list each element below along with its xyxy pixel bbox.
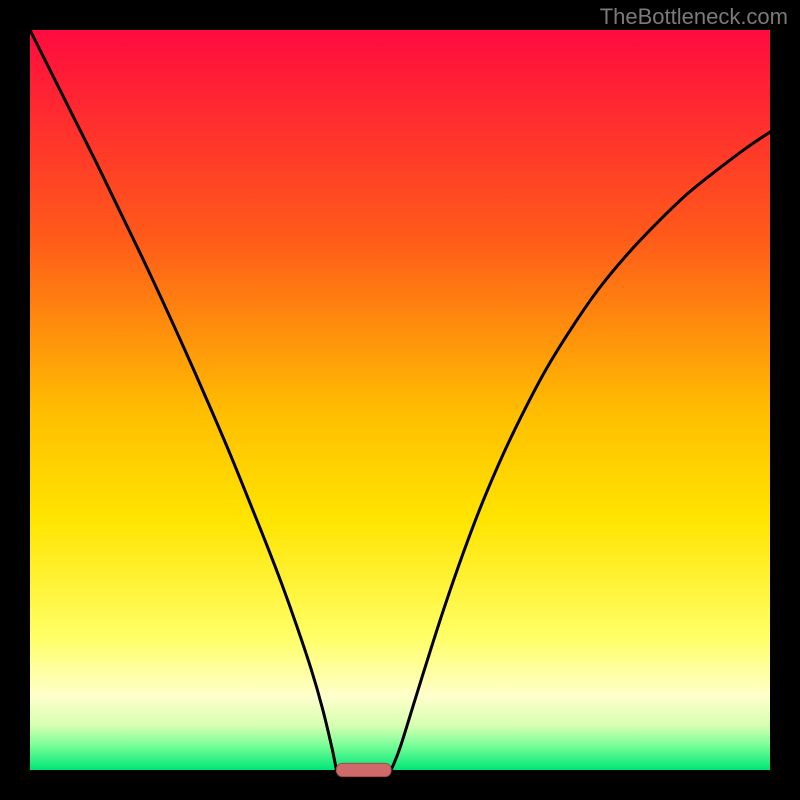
watermark-label: TheBottleneck.com (600, 4, 788, 30)
plot-background (30, 30, 770, 770)
bottleneck-chart (0, 0, 800, 800)
target-marker (336, 763, 391, 776)
